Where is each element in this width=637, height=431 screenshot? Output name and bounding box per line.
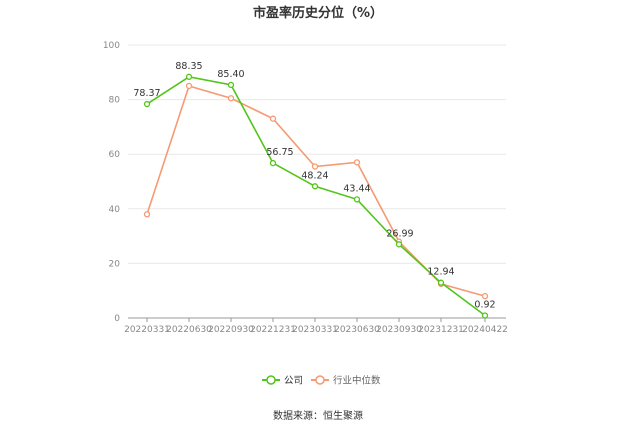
data-point[interactable] <box>185 82 193 90</box>
data-label: 0.92 <box>474 299 495 310</box>
series-lines <box>143 73 489 319</box>
data-point[interactable] <box>353 159 361 166</box>
x-tick-label: 20230630 <box>334 325 380 335</box>
data-label: 26.99 <box>386 228 413 239</box>
x-axis: 2022033120220630202209302022123120230331… <box>124 317 508 335</box>
data-label: 56.75 <box>266 147 293 158</box>
data-label: 88.35 <box>175 61 202 72</box>
data-label: 85.40 <box>217 69 244 80</box>
x-tick-label: 20221231 <box>250 325 296 335</box>
y-tick-label: 20 <box>109 259 121 269</box>
y-tick-label: 60 <box>109 150 121 160</box>
series-line-company <box>146 75 486 317</box>
x-tick-label: 20240422 <box>462 325 508 335</box>
data-point[interactable] <box>269 159 277 167</box>
data-label: 78.37 <box>133 88 160 99</box>
x-tick-label: 20220930 <box>208 325 254 335</box>
data-point[interactable] <box>311 163 319 170</box>
legend: 公司 行业中位数 <box>262 375 381 387</box>
x-tick-label: 20230930 <box>376 325 422 335</box>
y-tick-label: 100 <box>103 41 120 51</box>
data-point[interactable] <box>395 241 403 248</box>
data-source: 数据来源：恒生聚源 <box>273 409 363 422</box>
chart-title: 市盈率历史分位（%） <box>253 5 383 21</box>
data-point[interactable] <box>481 293 489 300</box>
data-label: 43.44 <box>343 183 370 194</box>
data-point[interactable] <box>481 312 489 319</box>
x-tick-label: 20230331 <box>292 325 338 335</box>
y-tick-label: 0 <box>114 314 120 324</box>
data-point[interactable] <box>437 279 445 286</box>
data-point[interactable] <box>143 100 151 108</box>
legend-label-industry-median: 行业中位数 <box>333 375 381 387</box>
legend-item-industry-median[interactable]: 行业中位数 <box>311 375 381 387</box>
x-tick-label: 20220331 <box>124 325 170 335</box>
data-label: 12.94 <box>427 267 454 278</box>
legend-label-company: 公司 <box>284 376 303 387</box>
grid-lines <box>128 44 506 264</box>
data-point[interactable] <box>269 115 277 122</box>
series-line-industry-median <box>146 84 486 297</box>
legend-item-company[interactable]: 公司 <box>262 375 303 387</box>
data-point[interactable] <box>185 73 193 80</box>
x-tick-label: 20220630 <box>166 325 212 335</box>
data-label: 48.24 <box>301 170 328 181</box>
data-labels: 78.37 88.35 85.40 56.75 48.24 43.44 26.99 12.94… <box>133 61 495 311</box>
y-axis-ticks: 0 20 40 60 80 100 <box>103 41 120 324</box>
data-point[interactable] <box>143 211 151 218</box>
x-tick-label: 20231231 <box>418 325 464 335</box>
data-point[interactable] <box>227 95 235 102</box>
y-tick-label: 80 <box>109 96 121 106</box>
y-tick-label: 40 <box>109 205 121 215</box>
data-point[interactable] <box>353 196 361 203</box>
data-point[interactable] <box>311 183 319 190</box>
data-point[interactable] <box>227 81 235 89</box>
